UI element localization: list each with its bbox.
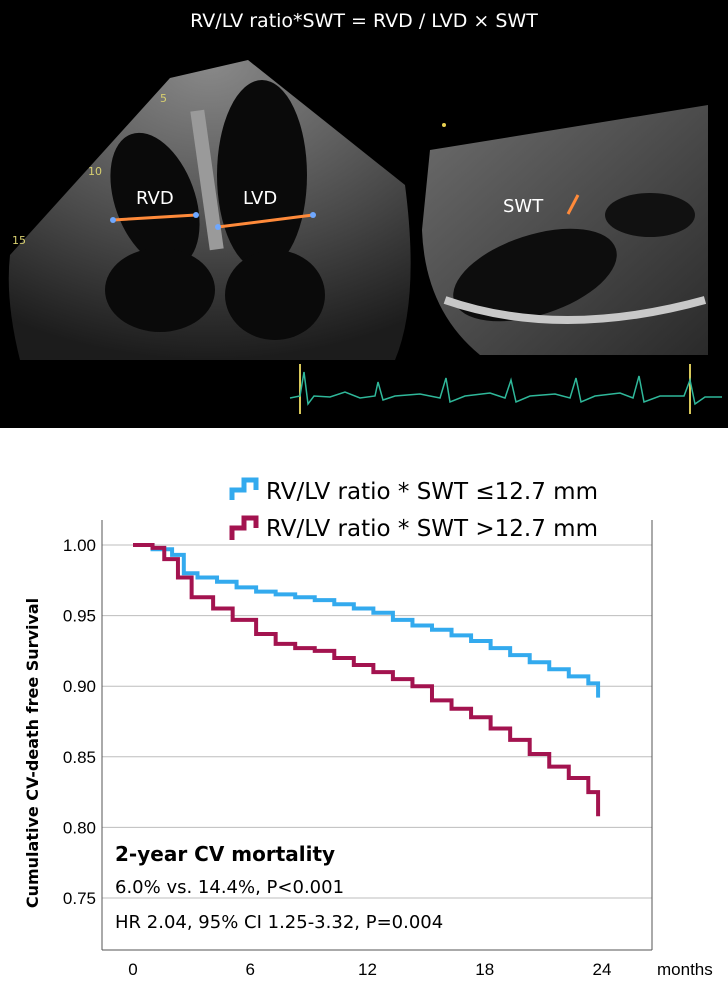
left-atrium-chamber bbox=[225, 250, 325, 340]
legend: RV/LV ratio * SWT ≤12.7 mm RV/LV ratio *… bbox=[229, 477, 598, 542]
right-ventricle-chamber bbox=[110, 132, 200, 268]
swt-label: SWT bbox=[503, 196, 544, 217]
annotation-line-2: HR 2.04, 95% CI 1.25-3.32, P=0.004 bbox=[115, 912, 443, 933]
x-tick-label: 24 bbox=[593, 960, 612, 979]
legend-label-series-1: RV/LV ratio * SWT ≤12.7 mm bbox=[266, 479, 598, 505]
legend-label-series-2: RV/LV ratio * SWT >12.7 mm bbox=[266, 516, 598, 542]
survival-curves bbox=[133, 543, 601, 817]
marker-dot bbox=[442, 123, 446, 127]
formula-text: RV/LV ratio*SWT = RVD / LVD × SWT bbox=[190, 10, 538, 32]
lvd-measure-line bbox=[217, 213, 314, 229]
plax-posterior-wall bbox=[443, 296, 707, 324]
survival-curve-series-1 bbox=[133, 543, 601, 698]
y-tick-label: 0.75 bbox=[63, 889, 96, 908]
x-tick-label: 0 bbox=[128, 960, 137, 979]
rvd-caliper-start bbox=[110, 217, 116, 223]
grid-lines bbox=[102, 544, 652, 899]
left-ventricle-chamber bbox=[217, 80, 307, 270]
y-axis-label: Cumulative CV-death free Survival bbox=[23, 598, 42, 908]
survival-curve-series-2 bbox=[133, 543, 601, 817]
x-tick-label: 18 bbox=[475, 960, 494, 979]
lvd-caliper-start bbox=[215, 224, 221, 230]
right-atrium-chamber bbox=[105, 248, 215, 332]
chart-axes bbox=[101, 520, 653, 951]
lvd-caliper-end bbox=[310, 212, 316, 218]
rvd-measure-line bbox=[112, 213, 197, 222]
x-tick-label: 6 bbox=[246, 960, 255, 979]
survival-chart: 1.00 0.95 0.90 0.85 0.80 0.75 0 6 12 18 24 Cumula… bbox=[23, 477, 713, 979]
septum bbox=[190, 109, 224, 251]
swt-measure-line bbox=[566, 194, 580, 215]
annotation-block: 2-year CV mortality 6.0% vs. 14.4%, P<0.… bbox=[115, 842, 443, 933]
legend-swatch-series-2 bbox=[229, 515, 259, 540]
echo-graphics: 5 10 15 bbox=[8, 60, 722, 414]
ecg-trace bbox=[289, 371, 722, 406]
depth-mark-15: 15 bbox=[12, 234, 26, 247]
plax-lv-chamber bbox=[453, 228, 617, 322]
y-tick-label: 1.00 bbox=[63, 536, 96, 555]
rvd-caliper-end bbox=[193, 212, 199, 218]
annotation-line-1: 6.0% vs. 14.4%, P<0.001 bbox=[115, 877, 344, 898]
x-tick-label: 12 bbox=[358, 960, 377, 979]
echo-image-panel: 5 10 15 RV/LV ratio*SWT = RVD / LVD × SW… bbox=[0, 0, 728, 428]
y-tick-label: 0.85 bbox=[63, 748, 96, 767]
rvd-label: RVD bbox=[136, 188, 174, 209]
legend-swatch-series-1 bbox=[229, 477, 259, 500]
y-tick-label: 0.95 bbox=[63, 607, 96, 626]
x-axis-label: months bbox=[657, 960, 713, 979]
y-tick-labels: 1.00 0.95 0.90 0.85 0.80 0.75 bbox=[63, 536, 96, 908]
y-tick-label: 0.90 bbox=[63, 677, 96, 696]
y-tick-label: 0.80 bbox=[63, 818, 96, 837]
plax-aorta bbox=[605, 193, 695, 237]
x-tick-labels: 0 6 12 18 24 bbox=[128, 960, 611, 979]
depth-mark-10: 10 bbox=[88, 165, 102, 178]
depth-mark-5: 5 bbox=[160, 92, 167, 105]
annotation-title: 2-year CV mortality bbox=[115, 842, 335, 866]
lvd-label: LVD bbox=[243, 188, 278, 209]
